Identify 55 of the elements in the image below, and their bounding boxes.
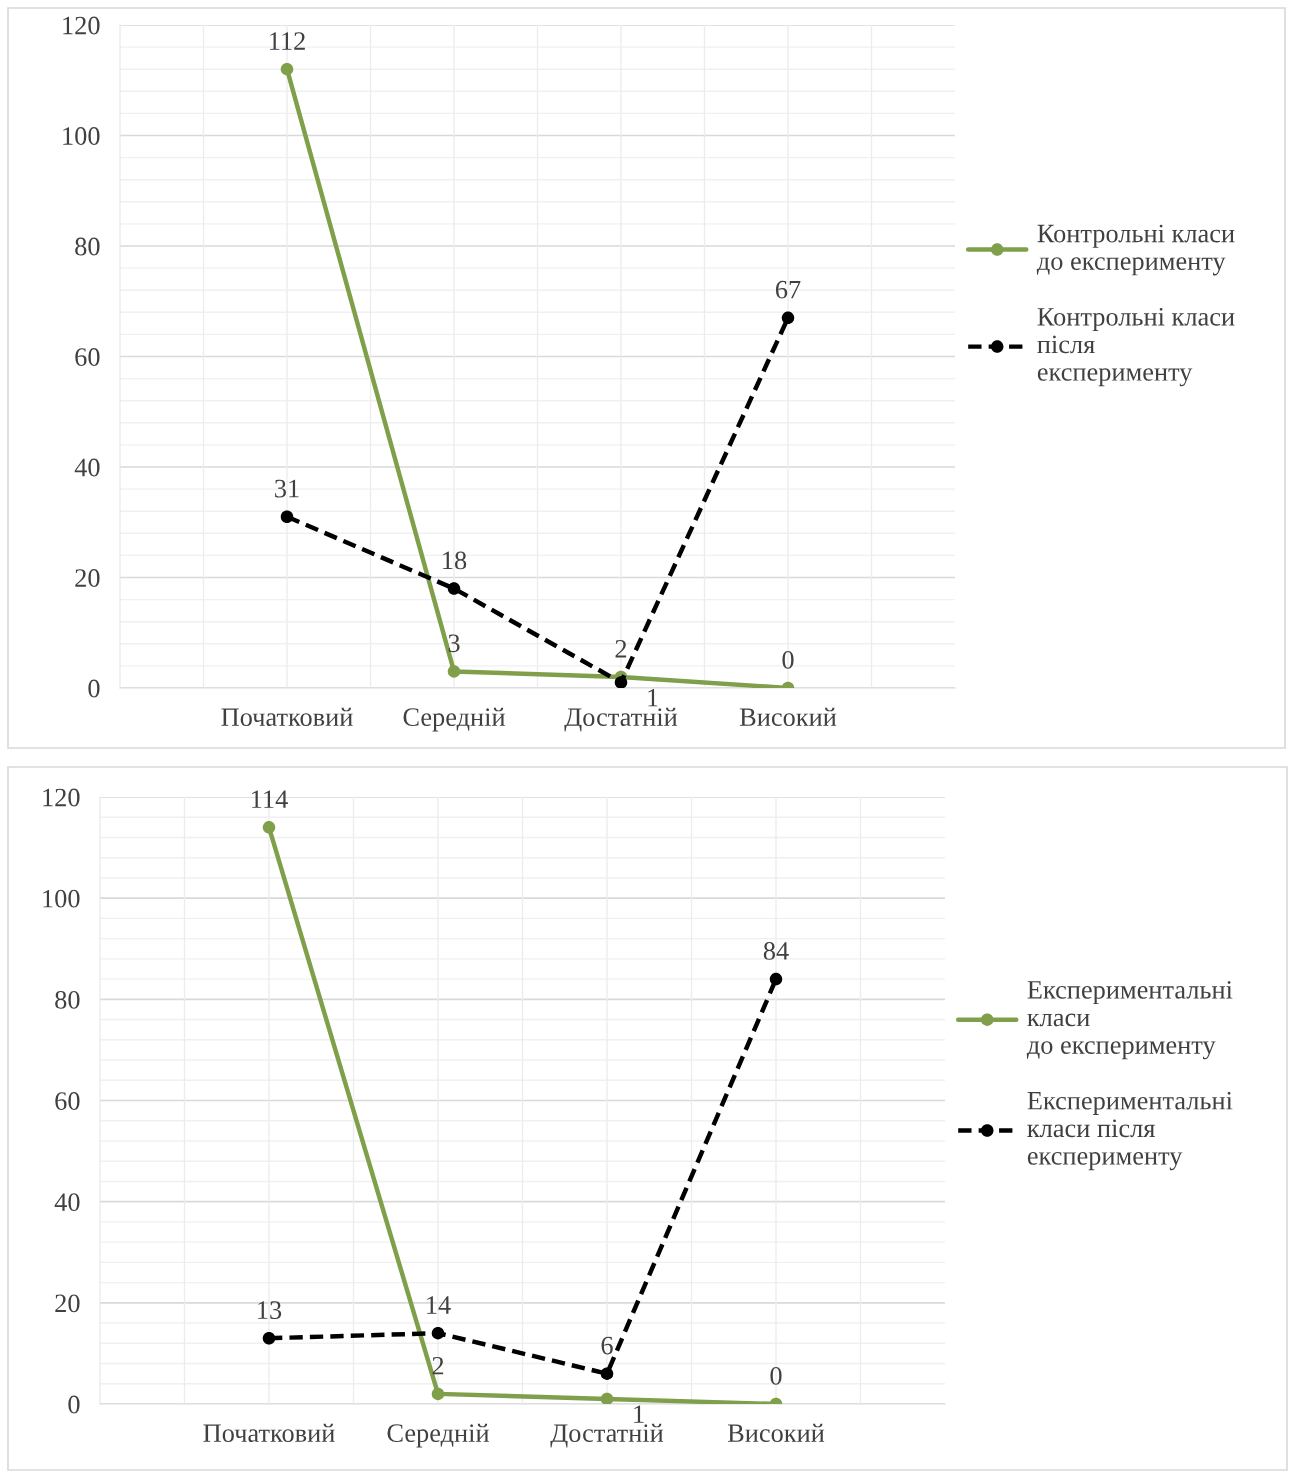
point bbox=[280, 62, 294, 76]
data-label: 1 bbox=[648, 688, 658, 707]
point bbox=[769, 972, 783, 986]
x-tick-label: Початковий bbox=[221, 707, 353, 727]
data-label: 14 bbox=[427, 1296, 451, 1314]
data-label: 3 bbox=[448, 634, 460, 653]
x-tick-label: Початковий bbox=[203, 1423, 335, 1443]
y-tick-label: 0 bbox=[88, 679, 100, 698]
y-tick-label: 80 bbox=[55, 990, 80, 1009]
data-label: 114 bbox=[252, 790, 288, 808]
data-label: 31 bbox=[275, 479, 299, 498]
data-label: 0 bbox=[770, 1366, 782, 1385]
x-tick-label: Достатній bbox=[550, 1423, 664, 1448]
data-label: 2 bbox=[432, 1356, 444, 1375]
point bbox=[781, 311, 795, 325]
point bbox=[262, 821, 276, 834]
y-tick-label: 100 bbox=[63, 127, 100, 145]
x-tick-label: Високий bbox=[727, 1423, 825, 1443]
legend-label: Контрольні класи після експерименту bbox=[1037, 307, 1235, 387]
point bbox=[431, 1387, 445, 1401]
y-tick-label: 120 bbox=[43, 788, 80, 807]
point bbox=[447, 665, 461, 678]
point bbox=[280, 510, 294, 523]
data-label: 2 bbox=[615, 639, 627, 658]
x-tick-label: Високий bbox=[739, 707, 837, 727]
y-tick-label: 40 bbox=[54, 1193, 80, 1212]
x-tick-label: Достатній bbox=[564, 707, 678, 732]
y-tick-label: 100 bbox=[43, 889, 80, 908]
data-label: 18 bbox=[443, 551, 467, 570]
point bbox=[600, 1367, 614, 1380]
data-label: 0 bbox=[782, 650, 794, 669]
data-label: 6 bbox=[601, 1336, 613, 1355]
y-tick-label: 20 bbox=[55, 1294, 80, 1313]
point bbox=[262, 1331, 276, 1345]
data-label: 67 bbox=[775, 280, 801, 299]
point bbox=[600, 1392, 614, 1404]
data-label: 112 bbox=[270, 32, 305, 50]
point bbox=[614, 676, 628, 688]
x-tick-label: Середній bbox=[387, 1423, 489, 1448]
y-tick-label: 40 bbox=[74, 458, 100, 477]
y-tick-label: 120 bbox=[63, 16, 100, 35]
point bbox=[447, 582, 461, 595]
point bbox=[431, 1326, 445, 1340]
y-tick-label: 0 bbox=[68, 1395, 80, 1414]
data-label: 1 bbox=[634, 1405, 644, 1423]
y-tick-label: 60 bbox=[75, 348, 100, 366]
data-label: 84 bbox=[763, 942, 789, 960]
data-label: 13 bbox=[258, 1301, 282, 1319]
y-tick-label: 60 bbox=[55, 1092, 80, 1110]
legend-label: Експериментальні класи після експерименту bbox=[1027, 1091, 1233, 1171]
y-tick-label: 80 bbox=[75, 237, 100, 256]
legend-label: Експериментальні класи до експерименту bbox=[1026, 980, 1233, 1060]
legend-label: Контрольні класи до експерименту bbox=[1036, 224, 1235, 276]
y-tick-label: 20 bbox=[75, 569, 100, 587]
x-tick-label: Середній bbox=[403, 707, 505, 732]
